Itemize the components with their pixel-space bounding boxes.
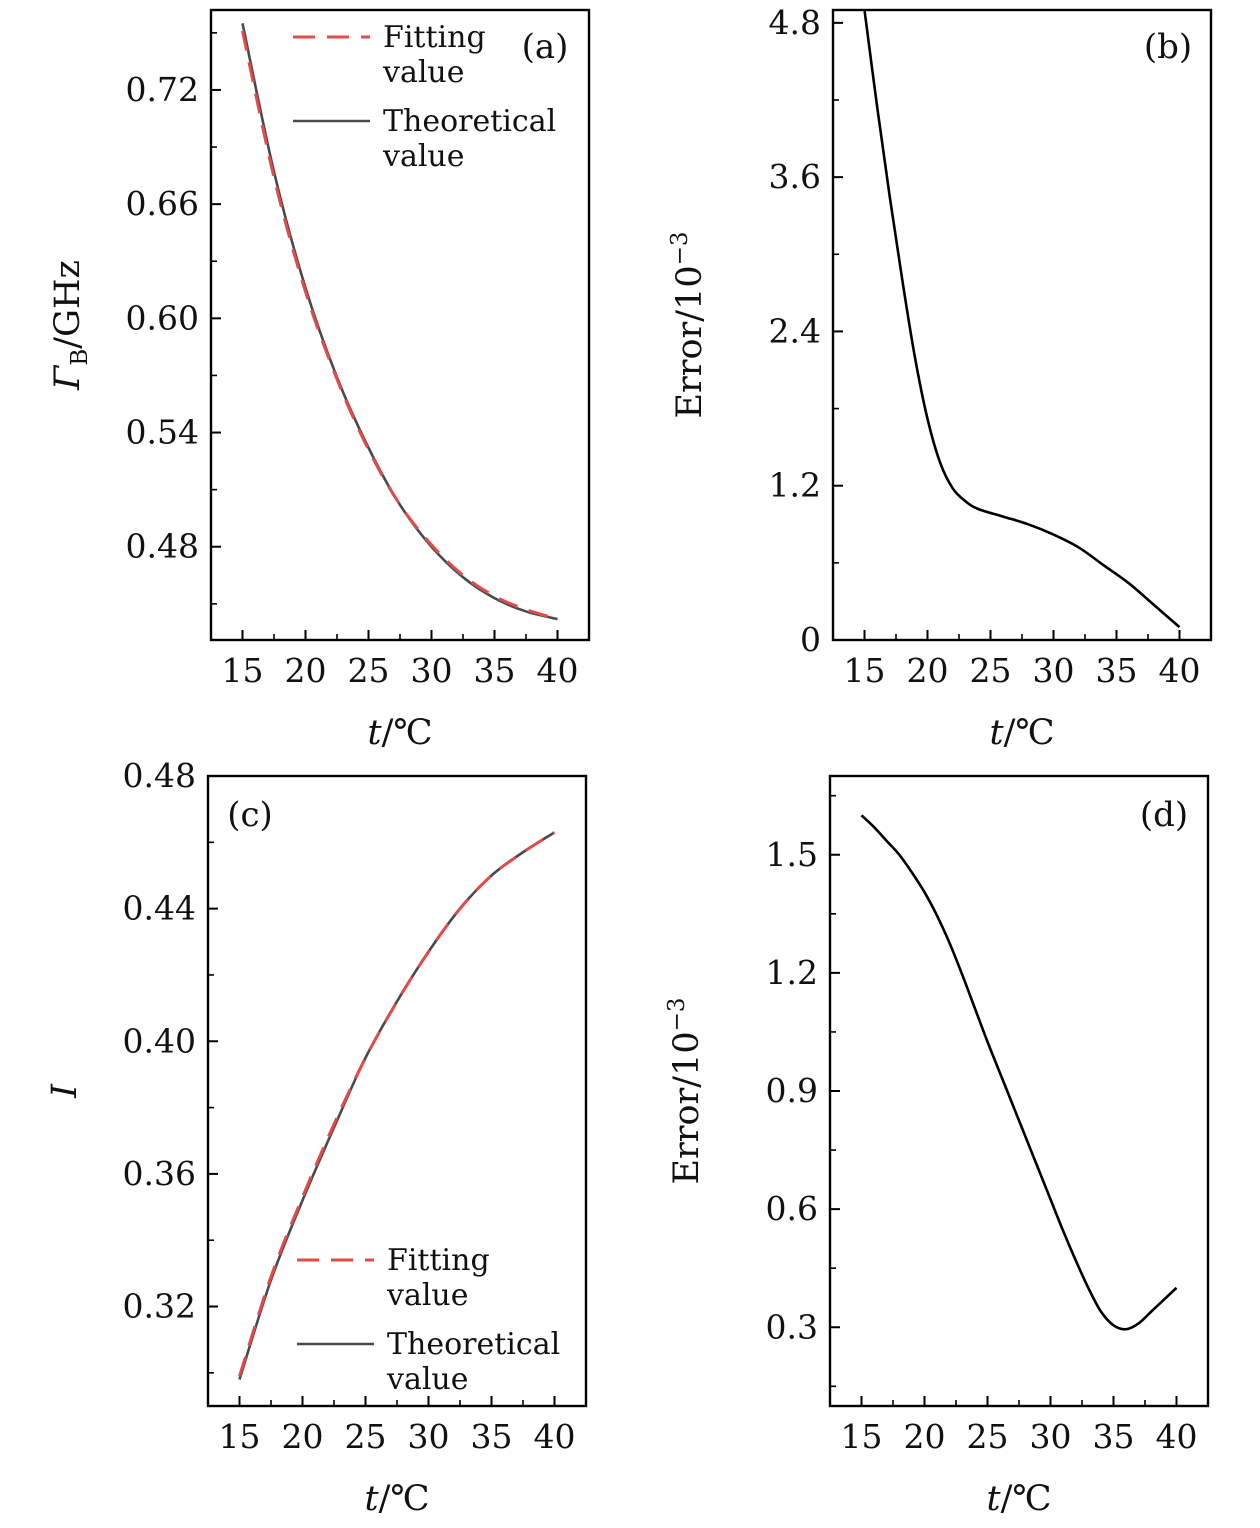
series-line-error xyxy=(863,9,1181,629)
x-tick-label: 25 xyxy=(348,651,390,690)
y-tick-label: 0.36 xyxy=(123,1154,196,1193)
x-tick-label: 15 xyxy=(844,651,886,690)
y-tick-label: 1.2 xyxy=(769,466,821,505)
x-axis-title: t/℃ xyxy=(364,1479,429,1519)
y-tick-label: 0.66 xyxy=(126,184,199,223)
y-tick-label: 0.9 xyxy=(766,1071,818,1110)
y-axis-title: ΓB/GHz xyxy=(48,260,93,391)
x-tick-label: 20 xyxy=(285,651,327,690)
y-tick-label: 0.3 xyxy=(766,1307,818,1346)
y-tick-label: 3.6 xyxy=(769,157,821,196)
legend-label-fitting: Fitting xyxy=(383,20,486,55)
panel-label: (a) xyxy=(522,27,569,67)
y-tick-label: 1.5 xyxy=(766,835,818,874)
x-tick-label: 20 xyxy=(904,1417,946,1456)
y-tick-label: 4.8 xyxy=(769,3,821,42)
y-tick-label: 0.48 xyxy=(126,527,199,566)
x-axis-title: t/℃ xyxy=(367,713,432,753)
y-tick-label: 0.48 xyxy=(123,756,196,795)
x-tick-label: 40 xyxy=(1159,651,1201,690)
plot-frame xyxy=(831,8,1213,642)
x-tick-label: 25 xyxy=(967,1417,1009,1456)
x-tick-label: 40 xyxy=(537,651,579,690)
x-tick-label: 25 xyxy=(345,1417,387,1456)
y-tick-label: 0.40 xyxy=(123,1021,196,1060)
x-tick-label: 15 xyxy=(841,1417,883,1456)
x-tick-label: 30 xyxy=(1030,1417,1072,1456)
y-tick-label: 1.2 xyxy=(766,953,818,992)
y-axis-title: I xyxy=(45,1083,85,1099)
x-tick-label: 35 xyxy=(474,651,516,690)
x-tick-label: 20 xyxy=(282,1417,324,1456)
series-line-error xyxy=(860,814,1178,1331)
y-tick-label: 0.44 xyxy=(123,889,196,928)
panel-label: (d) xyxy=(1140,795,1188,835)
legend-label-theoretical: value xyxy=(382,139,465,174)
series-line-fitting xyxy=(241,30,558,621)
x-tick-label: 30 xyxy=(411,651,453,690)
x-tick-label: 20 xyxy=(907,651,949,690)
x-tick-label: 15 xyxy=(222,651,264,690)
x-tick-label: 35 xyxy=(1096,651,1138,690)
y-tick-label: 0.54 xyxy=(126,413,199,452)
x-tick-label: 25 xyxy=(970,651,1012,690)
y-axis-title: Error/10−3 xyxy=(667,231,710,418)
x-axis-title: t/℃ xyxy=(989,713,1054,753)
panel-b: 15 20 25 30 35 40 0 1.2 2.4 3.6 4.8 t/℃ Error/10−3 (b… xyxy=(667,3,1213,753)
panel-d: 15 20 25 30 35 40 0.3 0.6 0.9 1.2 1.5 t/℃ Error/10−3… xyxy=(664,774,1210,1519)
x-tick-label: 40 xyxy=(1156,1417,1198,1456)
x-tick-label: 30 xyxy=(408,1417,450,1456)
legend-label-fitting: value xyxy=(386,1278,469,1313)
series-line-fitting xyxy=(238,831,556,1377)
x-tick-label: 35 xyxy=(471,1417,513,1456)
y-axis-title: Error/10−3 xyxy=(664,997,707,1184)
legend-label-theoretical: Theoretical xyxy=(383,104,556,139)
panel-a: 15 20 25 30 35 40 0.48 0.54 0.60 0.66 0.72 t/℃ ΓB/GH… xyxy=(48,8,591,753)
legend-label-fitting: Fitting xyxy=(387,1243,490,1278)
panel-label: (c) xyxy=(227,795,273,835)
y-tick-label: 0.72 xyxy=(126,70,199,109)
x-tick-label: 35 xyxy=(1093,1417,1135,1456)
legend-label-theoretical: Theoretical xyxy=(387,1327,560,1362)
y-tick-label: 0 xyxy=(800,620,821,659)
panel-c: 15 20 25 30 35 40 0.32 0.36 0.40 0.44 0.48 t/℃ I (c) F… xyxy=(45,756,588,1519)
x-axis-title: t/℃ xyxy=(986,1479,1051,1519)
x-tick-label: 15 xyxy=(219,1417,261,1456)
y-tick-label: 0.60 xyxy=(126,298,199,337)
x-tick-label: 30 xyxy=(1033,651,1075,690)
y-tick-label: 0.32 xyxy=(123,1287,196,1326)
y-tick-label: 2.4 xyxy=(769,311,821,350)
legend-label-theoretical: value xyxy=(386,1362,469,1397)
y-tick-label: 0.6 xyxy=(766,1189,818,1228)
legend-label-fitting: value xyxy=(382,55,465,90)
panel-label: (b) xyxy=(1144,27,1192,67)
x-tick-label: 40 xyxy=(534,1417,576,1456)
